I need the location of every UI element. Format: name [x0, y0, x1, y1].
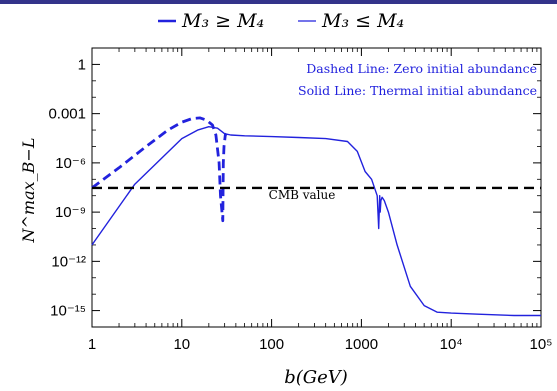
y-tick-labels: 1 0.001 10⁻⁶ 10⁻⁹ 10⁻¹² 10⁻¹⁵: [48, 56, 86, 319]
y-tick-label: 10⁻¹²: [51, 253, 86, 270]
x-tick-label: 10⁴: [440, 336, 463, 353]
x-tick-label: 1: [88, 336, 96, 353]
annotation-dashed: Dashed Line: Zero initial abundance: [306, 61, 537, 76]
legend-entry-1: M₃ ≥ M₄: [181, 10, 264, 32]
annotation-solid: Solid Line: Thermal initial abundance: [298, 83, 537, 98]
x-axis-label: b(GeV): [284, 367, 348, 388]
tick-marks: [91, 47, 542, 328]
y-tick-label: 10⁻⁹: [55, 204, 86, 221]
series-group: [91, 116, 541, 317]
x-tick-label: 10: [173, 336, 190, 353]
y-tick-label: 1: [78, 56, 86, 73]
y-tick-label: 10⁻⁶: [55, 155, 86, 172]
legend-entry-2: M₃ ≤ M₄: [321, 10, 404, 32]
legend: M₃ ≥ M₄ M₃ ≤ M₄: [158, 10, 404, 32]
y-axis-label: N^max_B−L: [19, 138, 38, 244]
y-axis-label-group: N^max_B−L: [19, 138, 38, 244]
x-tick-label: 10⁵: [530, 336, 553, 353]
y-tick-label: 10⁻¹⁵: [50, 303, 86, 320]
x-tick-labels: 1 10 100 1000 10⁴ 10⁵: [88, 336, 553, 353]
x-tick-label: 1000: [345, 336, 378, 353]
annotation-cmb: CMB value: [269, 188, 336, 202]
x-tick-label: 100: [259, 336, 284, 353]
solid-series-line: [91, 125, 541, 317]
dashed-series-line: [91, 116, 228, 223]
header-rule: [0, 0, 557, 4]
y-tick-label: 0.001: [48, 106, 86, 123]
